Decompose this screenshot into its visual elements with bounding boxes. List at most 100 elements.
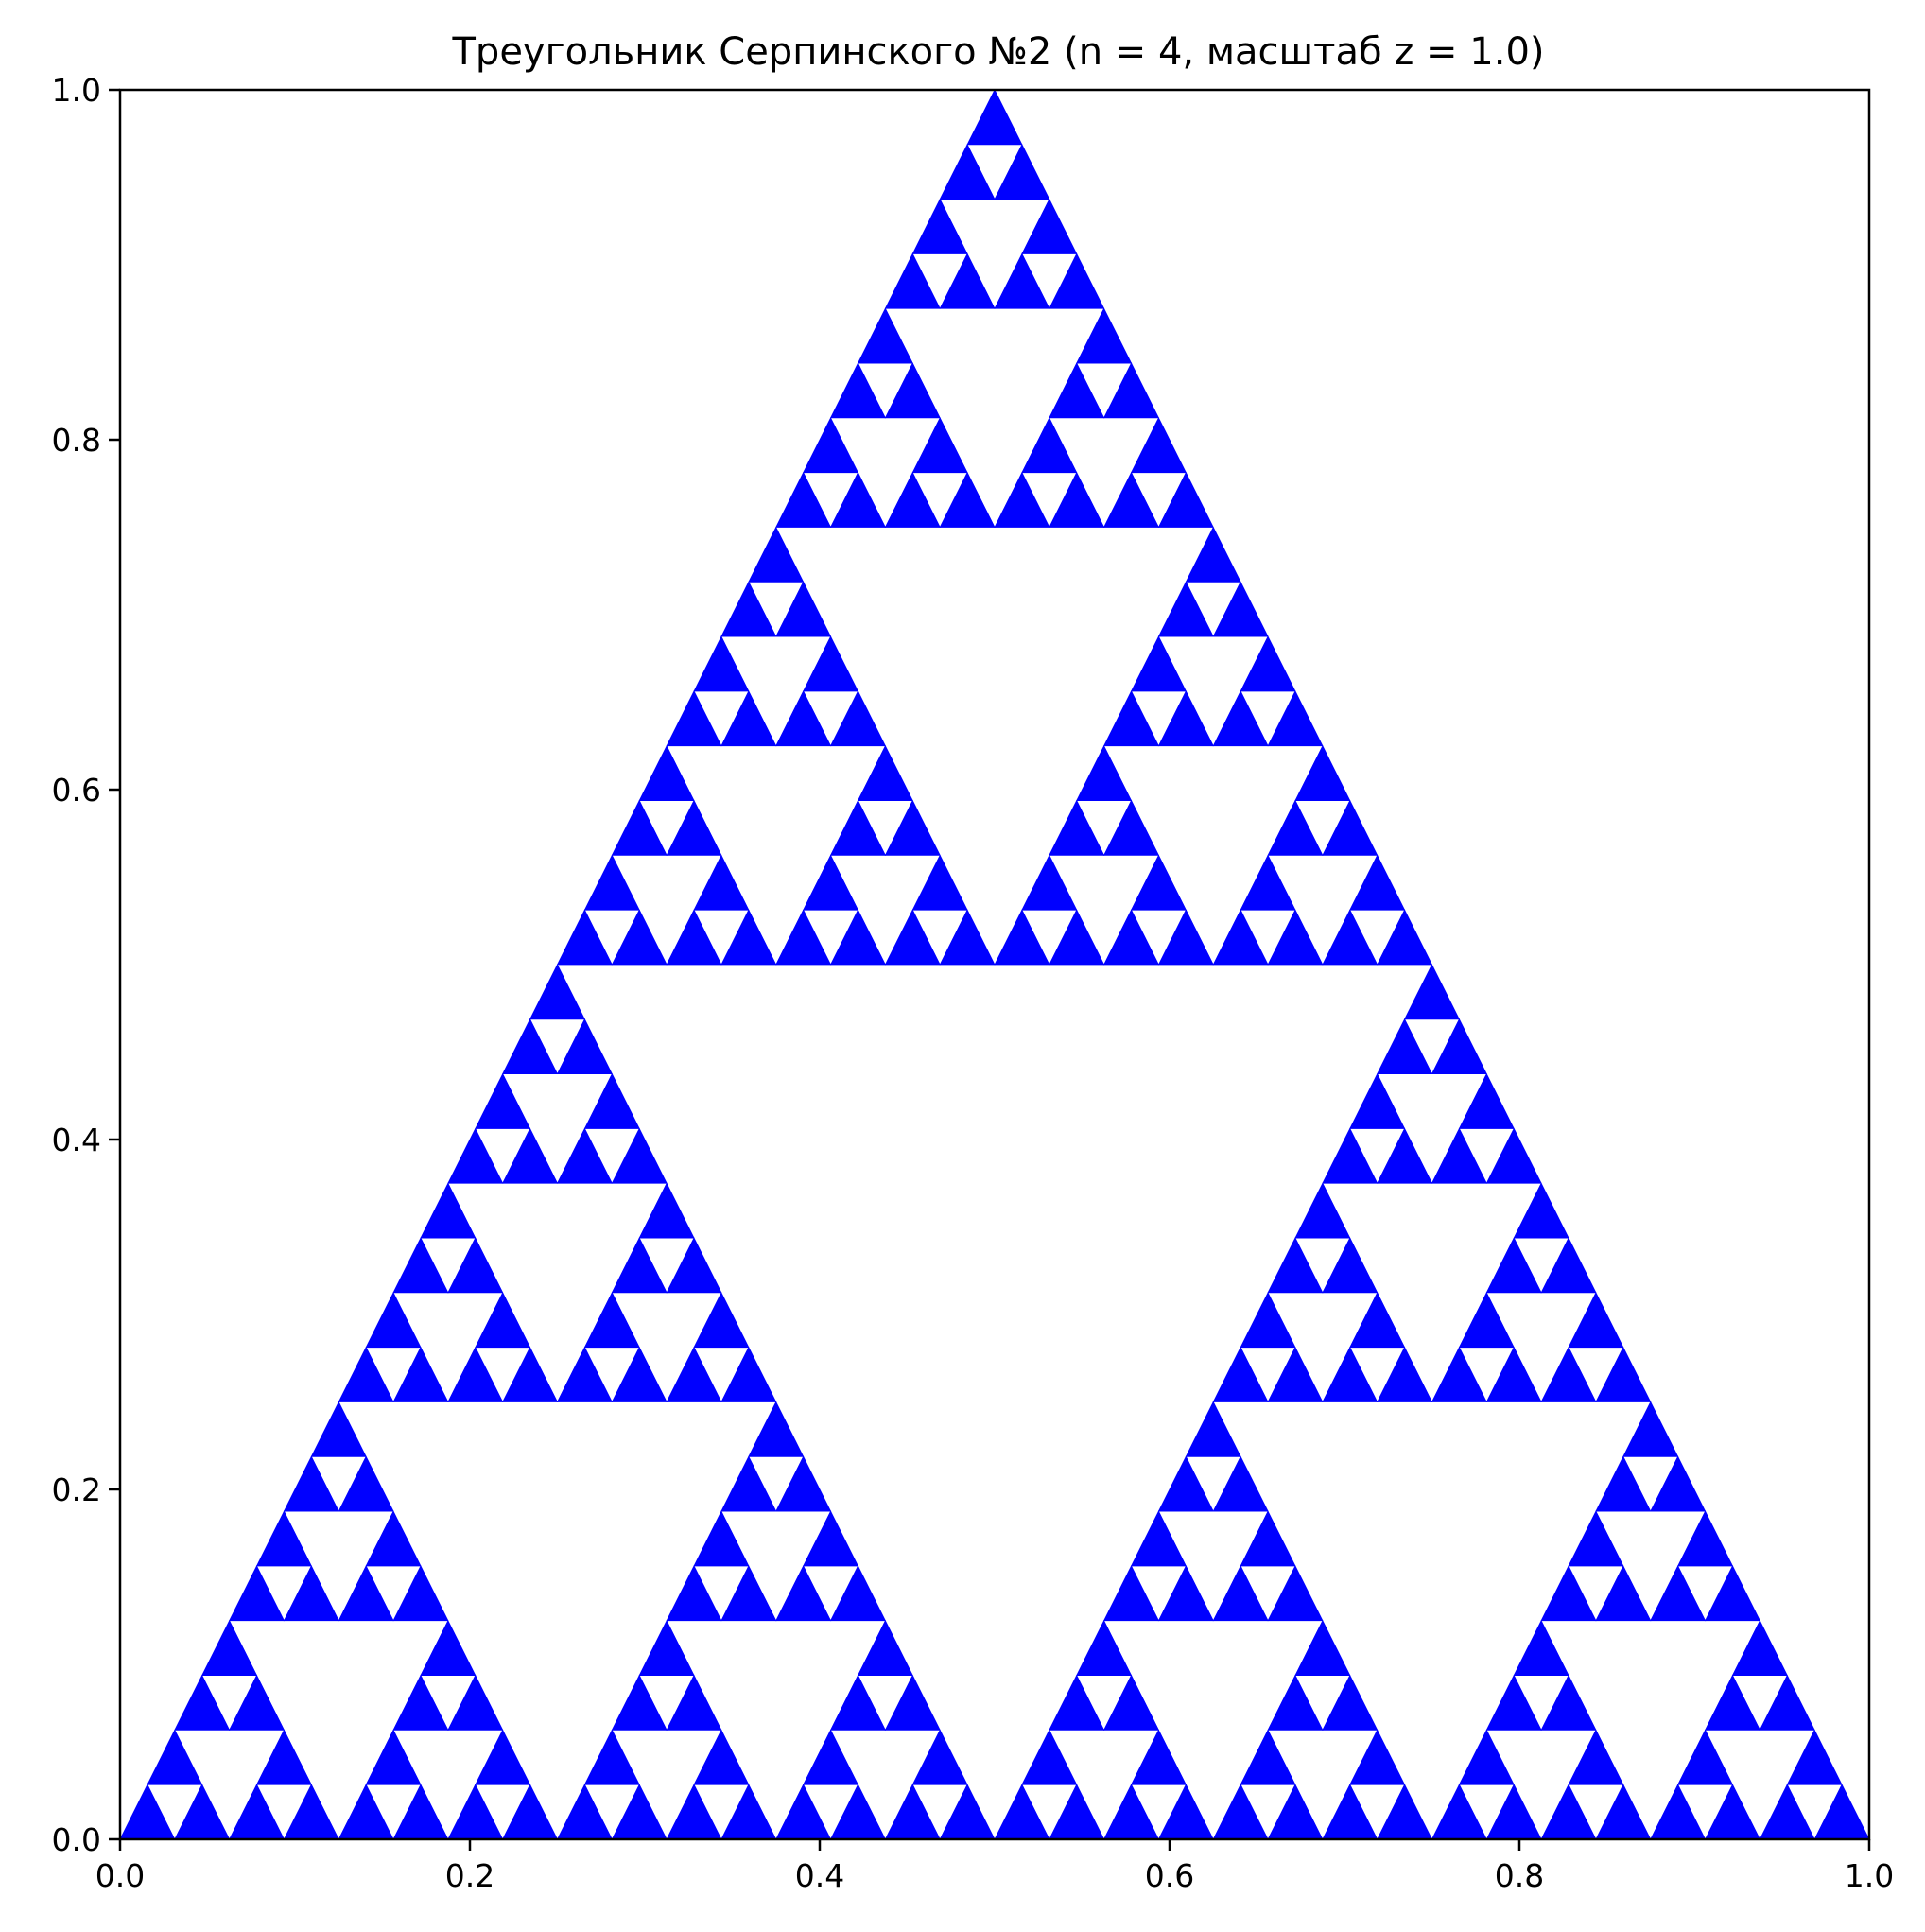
- sierpinski-triangle: [1431, 1346, 1487, 1402]
- sierpinski-triangle: [720, 1784, 777, 1840]
- sierpinski-triangle: [1349, 1072, 1406, 1129]
- sierpinski-triangle: [1267, 799, 1324, 856]
- sierpinski-triangle: [1130, 416, 1187, 474]
- sierpinski-triangle: [1240, 1729, 1296, 1785]
- sierpinski-triangle: [1076, 1619, 1133, 1676]
- sierpinski-triangle: [1102, 1565, 1160, 1622]
- sierpinski-triangle: [1622, 1401, 1679, 1457]
- sierpinski-triangle: [1568, 1291, 1624, 1349]
- sierpinski-triangle: [775, 909, 832, 966]
- sierpinski-triangle: [939, 252, 996, 309]
- sierpinski-triangle: [365, 1510, 422, 1567]
- sierpinski-triangle: [447, 1127, 504, 1184]
- sierpinski-triangle: [775, 1565, 832, 1622]
- sierpinski-triangle: [338, 1455, 394, 1512]
- sierpinski-triangle: [1377, 909, 1433, 966]
- sierpinski-triangle: [775, 581, 832, 637]
- sierpinski-triangle: [939, 909, 996, 966]
- sierpinski-triangle: [1431, 1018, 1487, 1075]
- sierpinski-triangle: [1650, 1565, 1707, 1622]
- x-tick-label: 1.0: [1845, 1857, 1894, 1894]
- sierpinski-triangle: [1267, 1674, 1324, 1731]
- sierpinski-triangle: [1212, 1565, 1269, 1622]
- sierpinski-triangle: [720, 1565, 777, 1622]
- sierpinski-triangle: [1049, 362, 1105, 419]
- sierpinski-triangle: [338, 1784, 394, 1840]
- sierpinski-triangle: [803, 1729, 859, 1785]
- sierpinski-triangle: [1568, 1729, 1624, 1785]
- sierpinski-triangle: [1568, 1510, 1624, 1567]
- sierpinski-triangle: [1513, 1619, 1569, 1676]
- sierpinski-triangle: [1102, 471, 1160, 528]
- sierpinski-triangle: [1485, 1346, 1542, 1402]
- sierpinski-triangle: [994, 252, 1050, 309]
- sierpinski-triangle: [693, 1510, 750, 1567]
- sierpinski-triangle: [666, 1565, 722, 1622]
- x-axis: 0.0 0.2 0.4 0.6 0.8 1.0: [95, 1839, 1894, 1894]
- sierpinski-triangle: [556, 1127, 613, 1184]
- sierpinski-triangle: [1102, 690, 1160, 747]
- sierpinski-triangle: [392, 1237, 449, 1294]
- sierpinski-triangle: [693, 1729, 750, 1785]
- sierpinski-triangle: [1267, 1784, 1324, 1840]
- sierpinski-triangle: [693, 635, 750, 692]
- sierpinski-triangle: [1294, 1619, 1351, 1676]
- sierpinski-triangle: [420, 1619, 477, 1676]
- sierpinski-triangle: [1458, 1291, 1515, 1349]
- x-tick-label: 0.0: [95, 1857, 145, 1894]
- sierpinski-triangle: [1595, 1565, 1652, 1622]
- sierpinski-triangle: [1212, 581, 1269, 637]
- sierpinski-triangle: [1130, 1729, 1187, 1785]
- sierpinski-triangle: [1704, 1565, 1761, 1622]
- sierpinski-triangle: [1322, 909, 1379, 966]
- sierpinski-triangle: [611, 1674, 668, 1731]
- sierpinski-triangle: [1240, 1510, 1296, 1567]
- sierpinski-triangle: [666, 1346, 722, 1402]
- sierpinski-triangle: [1322, 1784, 1379, 1840]
- chart-title: Треугольник Серпинского №2 (n = 4, масшт…: [452, 30, 1545, 74]
- sierpinski-triangle: [1813, 1784, 1870, 1840]
- sierpinski-triangle: [1377, 1346, 1433, 1402]
- sierpinski-triangle: [966, 89, 1023, 146]
- sierpinski-triangle: [1212, 1455, 1269, 1512]
- sierpinski-triangle: [392, 1784, 449, 1840]
- sierpinski-triangle: [884, 1784, 941, 1840]
- sierpinski-triangle: [911, 198, 968, 254]
- sierpinski-triangle: [583, 1729, 640, 1785]
- sierpinski-triangle: [1322, 799, 1379, 856]
- sierpinski-triangle: [310, 1401, 367, 1457]
- sierpinski-triangle: [1294, 744, 1351, 801]
- sierpinski-triangle: [1704, 1784, 1761, 1840]
- sierpinski-triangle: [1595, 1784, 1652, 1840]
- sierpinski-triangle: [1130, 854, 1187, 911]
- sierpinski-triangle: [884, 471, 941, 528]
- sierpinski-triangle: [1431, 1784, 1487, 1840]
- sierpinski-triangle: [666, 1237, 722, 1294]
- sierpinski-triangle: [666, 1784, 722, 1840]
- sierpinski-triangle: [693, 854, 750, 911]
- sierpinski-triangle: [1157, 909, 1214, 966]
- sierpinski-triangle: [365, 1291, 422, 1349]
- sierpinski-triangle: [1212, 1784, 1269, 1840]
- sierpinski-triangle: [1102, 362, 1160, 419]
- sierpinski-triangle: [392, 1565, 449, 1622]
- sierpinski-triangle: [1185, 526, 1241, 583]
- sierpinski-triangle: [228, 1784, 286, 1840]
- sierpinski-triangle: [829, 909, 887, 966]
- sierpinski-triangle: [1212, 690, 1269, 747]
- sierpinski-triangle: [1595, 1455, 1652, 1512]
- y-tick-label: 0.4: [52, 1122, 101, 1158]
- sierpinski-triangle: [583, 1291, 640, 1349]
- sierpinski-triangle: [666, 799, 722, 856]
- sierpinski-triangle: [1431, 1127, 1487, 1184]
- sierpinski-triangle: [775, 690, 832, 747]
- sierpinski-triangle: [1540, 1237, 1597, 1294]
- sierpinski-triangle: [502, 1127, 559, 1184]
- sierpinski-triangle: [829, 362, 887, 419]
- sierpinski-triangle: [1130, 635, 1187, 692]
- sierpinski-triangle: [1240, 1291, 1296, 1349]
- sierpinski-triangle: [1485, 1127, 1542, 1184]
- sierpinski-triangle: [1240, 854, 1296, 911]
- sierpinski-triangle: [338, 1565, 394, 1622]
- sierpinski-triangle: [1021, 416, 1078, 474]
